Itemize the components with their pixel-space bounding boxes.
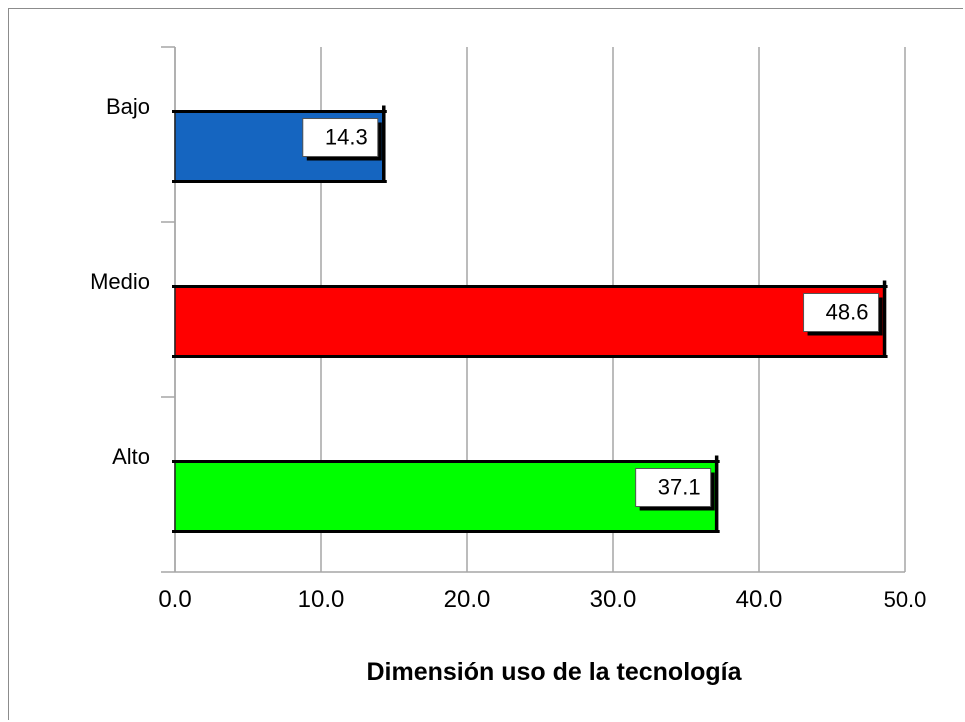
x-tick-label: 0.0 [158, 586, 191, 613]
labels: 0.0 10.0 20.0 30.0 40.0 50.0 Bajo 14.3 Medio 48.6… [90, 94, 926, 613]
x-tick-label: 50.0 [884, 587, 927, 612]
chart-frame [8, 8, 963, 720]
x-axis-label: Dimensión uso de la tecnología [366, 658, 742, 686]
bars [172, 105, 888, 533]
data-label: 37.1 [658, 475, 701, 500]
x-tick-label: 40.0 [736, 586, 783, 613]
bar-medio [174, 285, 886, 358]
x-tick-label: 20.0 [444, 586, 491, 613]
x-tick-label: 10.0 [298, 586, 345, 613]
category-label: Medio [90, 269, 150, 294]
data-label-box [803, 293, 880, 332]
data-label-box [302, 118, 379, 157]
category-label: Alto [112, 444, 150, 469]
category-label: Bajo [106, 94, 150, 119]
data-label-box [635, 468, 712, 507]
bar-alto [174, 460, 718, 533]
data-label: 14.3 [325, 125, 368, 150]
x-tick-label: 30.0 [590, 586, 637, 613]
data-label: 48.6 [826, 300, 869, 325]
